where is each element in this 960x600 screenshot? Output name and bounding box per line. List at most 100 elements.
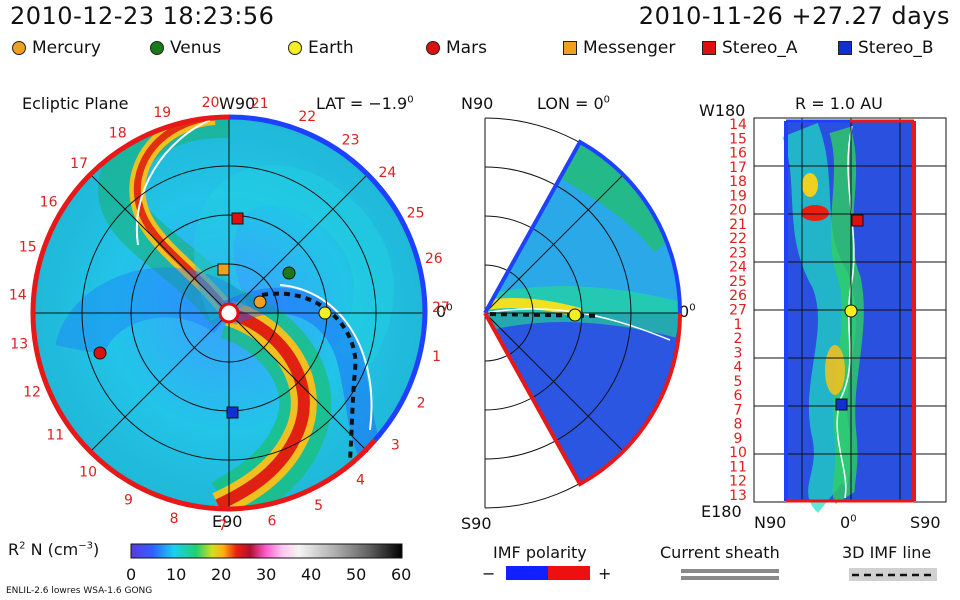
longitude-label: LON = 00	[537, 94, 610, 113]
meridional-right-text: 0	[679, 302, 690, 321]
current-sheath-label: Current sheath	[660, 543, 780, 562]
legend-label: Mars	[446, 38, 487, 58]
cylinder-rotation-label-22: 22	[729, 231, 747, 247]
cylinder-x-label-zero: 00	[840, 513, 857, 532]
cylinder-zero-text: 0	[840, 513, 851, 532]
legend-item-stereo-b: Stereo_B	[838, 38, 934, 58]
simulation-datetime: 2010-12-23 18:23:56	[10, 2, 275, 30]
colorbar-label: R2 N (cm−3)	[8, 540, 99, 559]
cylinder-rotation-label-3: 3	[734, 345, 743, 361]
legend-label: Stereo_A	[722, 38, 798, 58]
meridional-rim-positive	[483, 139, 683, 314]
reference-datetime: 2010-11-26 +27.27 days	[638, 2, 950, 30]
meridional-earth-marker	[568, 308, 582, 322]
longitude-degree: 0	[603, 94, 611, 106]
cylinder-rotation-label-5: 5	[734, 374, 743, 390]
cylinder-x-label-s90: S90	[910, 513, 941, 532]
radius-label: R = 1.0 AU	[795, 94, 883, 113]
venus-marker-icon	[150, 41, 164, 55]
ecliptic-rotation-labels: 20 21222324252627123456789101112131415161…	[9, 95, 450, 534]
legend-item-stereo-a: Stereo_A	[702, 38, 798, 58]
rotation-label-11: 11	[46, 428, 64, 444]
imf-minus-label: −	[482, 564, 496, 583]
rotation-label-25: 25	[407, 205, 425, 221]
meridional-right-degree: 0	[689, 302, 696, 314]
colorbar-tick-20: 20	[211, 565, 232, 584]
rotation-label-7: 7	[218, 518, 227, 534]
colorbar-tick-0: 0	[126, 565, 137, 584]
colorbar-label-exp: −3	[78, 540, 94, 552]
legend: Mercury Venus Earth Mars Messenger Stere…	[12, 38, 957, 58]
ecliptic-rim-positive	[228, 114, 428, 442]
ecliptic-bodies	[93, 212, 332, 419]
cylinder-peak-yellow	[802, 173, 818, 197]
rotation-label-19: 19	[153, 105, 171, 121]
cylinder-rotation-label-12: 12	[729, 474, 747, 490]
rotation-label-17: 17	[70, 156, 88, 172]
current-sheath-line-b	[681, 576, 779, 580]
cylinder-rotation-label-2: 2	[734, 331, 743, 347]
cylinder-band-green	[829, 126, 864, 504]
legend-item-earth: Earth	[288, 38, 354, 58]
messenger-marker-icon	[563, 41, 577, 55]
meridional-rim-negative	[483, 312, 683, 487]
stereo-a-marker	[231, 212, 244, 225]
ecliptic-right-text: 0	[436, 302, 447, 321]
colorbar-tick-40: 40	[301, 565, 322, 584]
imf-polarity-label: IMF polarity	[493, 543, 587, 562]
colorbar-tick-60: 60	[391, 565, 412, 584]
cylinder-rotation-label-20: 20	[729, 203, 747, 219]
rotation-label-26: 26	[425, 251, 443, 267]
cylinder-rotation-label-6: 6	[734, 388, 743, 404]
meridional-band-green	[485, 286, 682, 338]
rotation-label-14: 14	[9, 288, 27, 304]
ecliptic-right-degree: 0	[446, 302, 453, 314]
ecliptic-top-label: W90	[219, 94, 256, 113]
mercury-marker	[253, 295, 267, 309]
rotation-label-13: 13	[10, 337, 28, 353]
latitude-label: LAT = −1.90	[316, 94, 414, 113]
rotation-label-9: 9	[124, 493, 133, 509]
colorbar-label-r: R	[8, 540, 20, 559]
cylinder-rotation-label-19: 19	[729, 188, 747, 204]
rotation-label-20: 20	[202, 95, 220, 111]
rotation-label-12: 12	[23, 384, 41, 400]
rotation-label-18: 18	[109, 126, 127, 142]
cylinder-rotation-label-16: 16	[729, 146, 747, 162]
imf-negative-swatch	[506, 566, 548, 580]
cylinder-bottom-label: E180	[701, 502, 742, 521]
cylinder-rotation-label-25: 25	[729, 274, 747, 290]
colorbar-label-rest: N (cm	[25, 540, 79, 559]
cylinder-sheath-line	[836, 125, 855, 499]
colorbar-tick-50: 50	[346, 565, 367, 584]
cylinder-rotation-label-1: 1	[734, 317, 743, 333]
legend-item-messenger: Messenger	[563, 38, 675, 58]
cylinder-band-cyan	[782, 122, 856, 513]
sun-inner-boundary	[218, 302, 240, 324]
current-sheath-line-2	[279, 284, 373, 431]
legend-label: Venus	[170, 38, 222, 58]
cylinder-x-label-n90: N90	[754, 513, 787, 532]
colorbar-label-sup: 2	[19, 540, 26, 552]
rotation-label-6: 6	[267, 514, 276, 530]
cylinder-rotation-label-27: 27	[729, 303, 747, 319]
cylinder-rotation-label-24: 24	[729, 260, 747, 276]
colorbar-tick-10: 10	[166, 565, 187, 584]
cylinder-panel: 1415161718192021222324252627123456789101…	[729, 117, 947, 513]
latitude-text: LAT = −1.9	[316, 94, 408, 113]
legend-label: Earth	[308, 38, 354, 58]
current-sheath-line	[135, 119, 211, 246]
imf-positive-swatch	[548, 566, 590, 580]
rotation-label-8: 8	[170, 511, 179, 527]
earth-marker	[318, 306, 332, 320]
legend-label: Messenger	[583, 38, 676, 58]
earth-marker-icon	[288, 41, 302, 55]
ecliptic-right-label: 00	[436, 302, 453, 321]
cylinder-rotation-label-21: 21	[729, 217, 747, 233]
density-wave-red	[215, 307, 310, 509]
density-low-blue-2	[223, 287, 382, 456]
meridional-sheath-line	[485, 308, 671, 341]
cylinder-peak-orange	[825, 345, 845, 395]
model-footer: ENLIL-2.6 lowres WSA-1.6 GONG	[6, 586, 153, 596]
